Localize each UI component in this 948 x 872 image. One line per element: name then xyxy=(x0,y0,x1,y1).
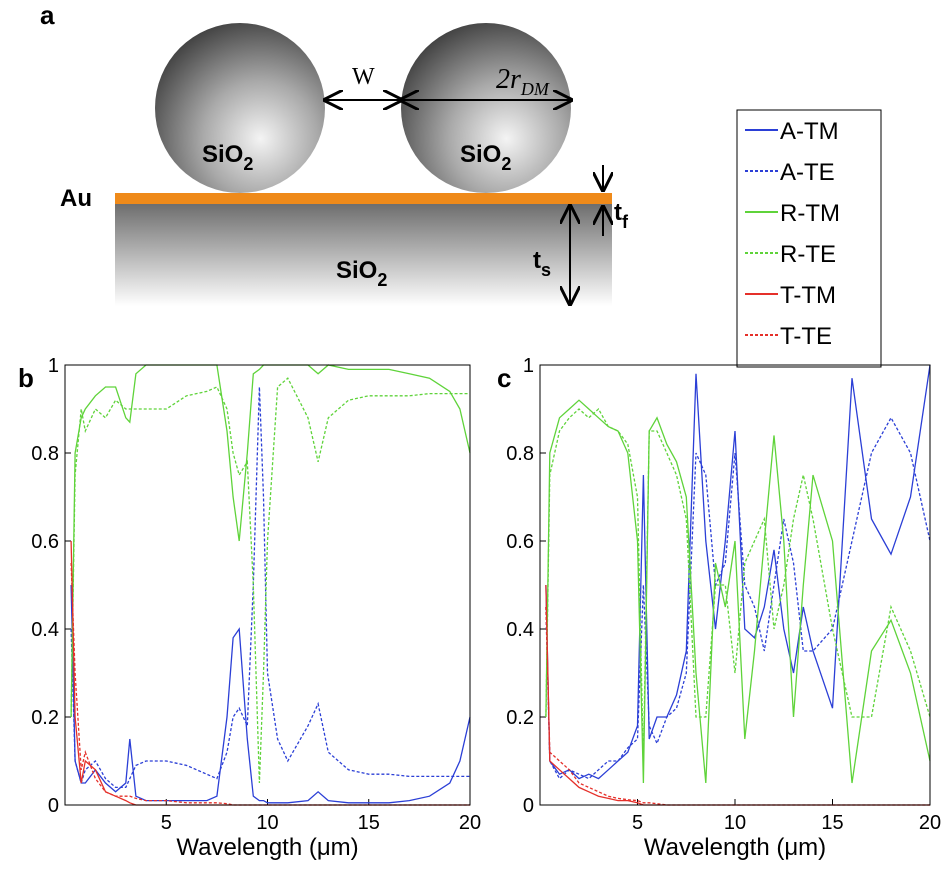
y-tick-label: 0.2 xyxy=(31,707,59,729)
mat: SiO xyxy=(202,141,243,168)
substrate xyxy=(115,204,612,306)
series-line xyxy=(545,407,931,762)
panel-label: c xyxy=(497,363,511,393)
t: t xyxy=(614,199,622,226)
series-line xyxy=(70,377,470,784)
y-tick-label: 0.8 xyxy=(506,443,534,465)
legend-label: T-TE xyxy=(780,323,832,350)
mat: SiO xyxy=(336,257,377,284)
gap-label: W xyxy=(352,64,375,90)
series-line xyxy=(545,584,930,806)
sphere-label: SiO2 xyxy=(460,141,511,174)
x-tick-label: 5 xyxy=(632,812,643,834)
diameter-label: 2rDM xyxy=(496,64,550,99)
x-tick-label: 20 xyxy=(919,812,941,834)
film-thickness: tf xyxy=(614,199,629,232)
x-axis-label: Wavelength (μm) xyxy=(176,834,358,861)
t-sub: f xyxy=(622,212,629,232)
gold-film xyxy=(115,193,612,204)
mat-sub: 2 xyxy=(501,154,511,174)
y-tick-label: 0.2 xyxy=(506,707,534,729)
diameter-text: 2r xyxy=(496,64,521,95)
series-line xyxy=(70,584,471,804)
mat-sub: 2 xyxy=(377,270,387,290)
y-tick-label: 0 xyxy=(523,795,534,817)
series-line xyxy=(545,399,931,784)
series-line xyxy=(70,562,470,806)
x-tick-label: 15 xyxy=(358,812,380,834)
substrate-thickness: ts xyxy=(533,247,551,280)
substrate-label: SiO2 xyxy=(336,257,387,290)
t: t xyxy=(533,247,541,274)
legend-label: R-TE xyxy=(780,241,836,268)
legend-label: R-TM xyxy=(780,200,840,227)
y-tick-label: 0 xyxy=(48,795,59,817)
y-tick-label: 0.6 xyxy=(506,531,534,553)
y-tick-label: 0.8 xyxy=(31,443,59,465)
mat: SiO xyxy=(460,141,501,168)
mat-sub: 2 xyxy=(243,154,253,174)
x-tick-label: 10 xyxy=(724,812,746,834)
diagram: a W 2rDM SiO2 SiO2 SiO2 Au tf ts xyxy=(40,0,629,306)
film-label: Au xyxy=(60,185,92,212)
legend-label: A-TE xyxy=(780,159,835,186)
plot-frame xyxy=(64,364,471,806)
x-axis-label: Wavelength (μm) xyxy=(644,834,826,861)
series-line xyxy=(70,540,470,806)
panel-label: b xyxy=(18,363,34,393)
y-tick-label: 1 xyxy=(523,355,534,377)
y-tick-label: 0.4 xyxy=(506,619,534,641)
y-tick-label: 0.6 xyxy=(31,531,59,553)
series-line xyxy=(70,386,470,789)
y-tick-label: 0.4 xyxy=(31,619,59,641)
series-line xyxy=(545,606,930,806)
panel-label: a xyxy=(40,0,55,30)
sphere xyxy=(155,23,325,193)
legend-box xyxy=(736,109,882,368)
series-line xyxy=(70,364,471,718)
x-tick-label: 20 xyxy=(459,812,481,834)
x-tick-label: 5 xyxy=(161,812,172,834)
legend-label: T-TM xyxy=(780,282,836,309)
sphere-label: SiO2 xyxy=(202,141,253,174)
x-tick-label: 15 xyxy=(821,812,843,834)
plot-frame xyxy=(539,364,931,806)
series-line xyxy=(545,364,931,780)
t-sub: s xyxy=(541,260,551,280)
diameter-sub: DM xyxy=(520,79,550,99)
legend-label: A-TM xyxy=(780,118,839,145)
y-tick-label: 1 xyxy=(48,355,59,377)
x-tick-label: 10 xyxy=(256,812,278,834)
